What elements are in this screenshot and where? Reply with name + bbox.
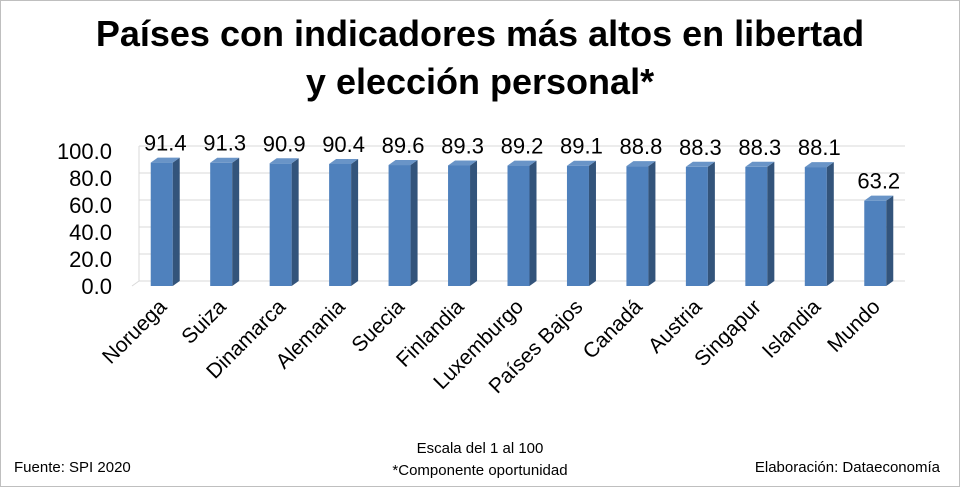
bar-front [507,165,530,286]
bar [388,160,418,286]
y-tick-label: 20.0 [69,247,112,272]
bar-side [648,161,656,286]
bar [804,162,834,286]
bar-side [707,161,715,286]
bar-top [329,158,359,164]
chart-title-line-2: y elección personal* [305,61,655,102]
x-category-label: Canadá [579,295,648,364]
component-note: *Componente oportunidad [392,462,568,479]
bar-value-label: 88.3 [738,135,781,160]
bar [507,160,537,286]
bar-value-label: 89.3 [441,133,484,158]
bar-front [804,167,827,286]
bar [150,157,180,286]
bar-front [626,166,649,286]
bar-front [210,162,233,286]
bar-side [767,161,775,286]
bar [566,160,596,286]
bar-top [804,162,834,168]
bars [150,157,894,286]
bar-front [388,165,411,286]
source-note: Fuente: SPI 2020 [14,459,131,476]
bar-front [566,165,589,286]
bar-front [150,162,173,286]
bar-front [745,166,768,286]
bar-value-label: 89.1 [560,134,603,159]
y-tick-label: 40.0 [69,220,112,245]
bar-top [626,161,656,167]
credit-note: Elaboración: Dataeconomía [754,459,940,476]
bar-front [685,166,708,286]
bar [448,160,478,286]
bar [685,161,715,286]
bar-value-label: 88.3 [679,135,722,160]
x-category-label: Islandia [758,295,826,363]
scale-note: Escala del 1 al 100 [416,440,544,457]
floor-edge [131,280,140,287]
bar-value-label: 63.2 [857,169,900,194]
bar-side [886,195,894,286]
bar-value-label: 91.4 [144,131,187,156]
bar-top [566,160,596,166]
x-category-label: Mundo [823,295,885,357]
bar-side [410,160,418,286]
bar-side [588,160,596,286]
y-tick-label: 60.0 [69,193,112,218]
bar-side [470,160,478,286]
bar [269,158,299,286]
bar [210,157,240,286]
bar-front [269,163,292,286]
bar-side [529,160,537,286]
bar-front [448,165,471,286]
bar-value-label: 90.9 [263,131,306,156]
bar-top [388,160,418,166]
bar-top [864,195,894,201]
bar-side [826,162,834,286]
bar-value-label: 91.3 [203,131,246,156]
bar-side [351,158,359,286]
bar-top [448,160,478,166]
bar-side [172,157,180,286]
bar-front [864,200,887,286]
bar-top [685,161,715,167]
bar-value-label: 88.1 [798,135,841,160]
chart-title: Países con indicadores más altos en libe… [0,10,960,106]
y-tick-label: 80.0 [69,166,112,191]
chart-note: Escala del 1 al 100 *Componente oportuni… [0,438,960,482]
bar-top [210,157,240,163]
bar [626,161,656,286]
x-category-label: Noruega [98,295,171,368]
y-tick-label: 100.0 [57,139,112,164]
bar-top [150,157,180,163]
bar-top [745,161,775,167]
x-axis-labels: Noruega SuizaDinamarcaAlemaniaSueciaFinla… [98,295,885,398]
bar [329,158,359,286]
bar-top [507,160,537,166]
x-category-label: Singapur [690,295,766,371]
value-labels: 91.4 91.3 90.9 90.4 89.6 89.3 89.2 89.1 88.8 88.3… [144,131,900,194]
bar-side [232,157,240,286]
chart-title-line-1: Países con indicadores más altos en libe… [95,13,865,54]
bar-side [291,158,299,286]
bar-top [269,158,299,164]
x-category-label: Suiza [177,295,231,349]
bar [864,195,894,286]
bar-value-label: 88.8 [620,134,663,159]
bar-front [329,163,352,286]
bar-value-label: 90.4 [322,132,365,157]
y-tick-label: 0.0 [81,274,112,299]
bar [745,161,775,286]
bar-value-label: 89.6 [382,133,425,158]
bar-value-label: 89.2 [501,134,544,159]
